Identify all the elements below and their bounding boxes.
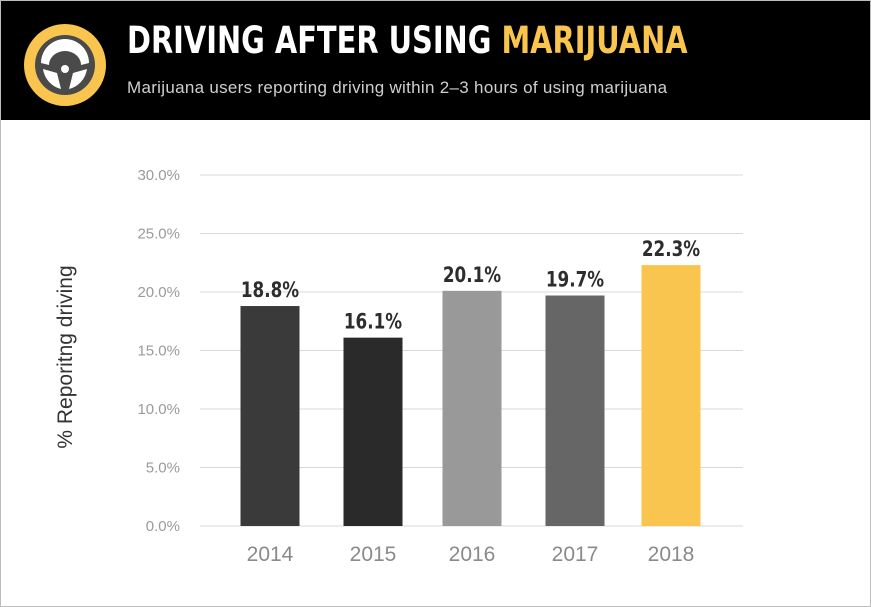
data-label: 22.3% (642, 237, 700, 261)
title-main: DRIVING AFTER USING (127, 19, 502, 62)
x-tick-label: 2016 (449, 543, 496, 566)
title-highlight: MARIJUANA (501, 19, 688, 62)
x-tick-label: 2015 (350, 543, 397, 566)
y-tick-label: 25.0% (137, 226, 180, 243)
bar-2017 (545, 295, 605, 526)
x-tick-label: 2017 (552, 543, 599, 566)
bar-2018 (641, 265, 701, 526)
bar-2015 (343, 337, 403, 526)
y-tick-label: 10.0% (137, 401, 180, 418)
bar-2014 (240, 306, 300, 526)
bar-2016 (442, 290, 502, 526)
data-label: 20.1% (443, 263, 501, 287)
x-tick-label: 2018 (648, 543, 695, 566)
data-label: 16.1% (344, 310, 402, 334)
steering-wheel-icon (24, 24, 106, 106)
subtitle: Marijuana users reporting driving within… (127, 78, 668, 97)
y-tick-label: 20.0% (137, 284, 180, 301)
x-tick-label: 2014 (247, 543, 294, 566)
y-tick-label: 0.0% (146, 518, 180, 535)
y-axis-label: % Reporitng driving (54, 265, 77, 448)
data-label: 18.8% (241, 278, 299, 302)
header-banner: DRIVING AFTER USING MARIJUANA Marijuana … (1, 1, 870, 120)
page-title: DRIVING AFTER USING MARIJUANA (127, 19, 688, 62)
y-tick-label: 30.0% (137, 167, 180, 184)
data-label: 19.7% (546, 268, 604, 292)
y-tick-label: 15.0% (137, 343, 180, 360)
y-tick-label: 5.0% (146, 460, 180, 477)
